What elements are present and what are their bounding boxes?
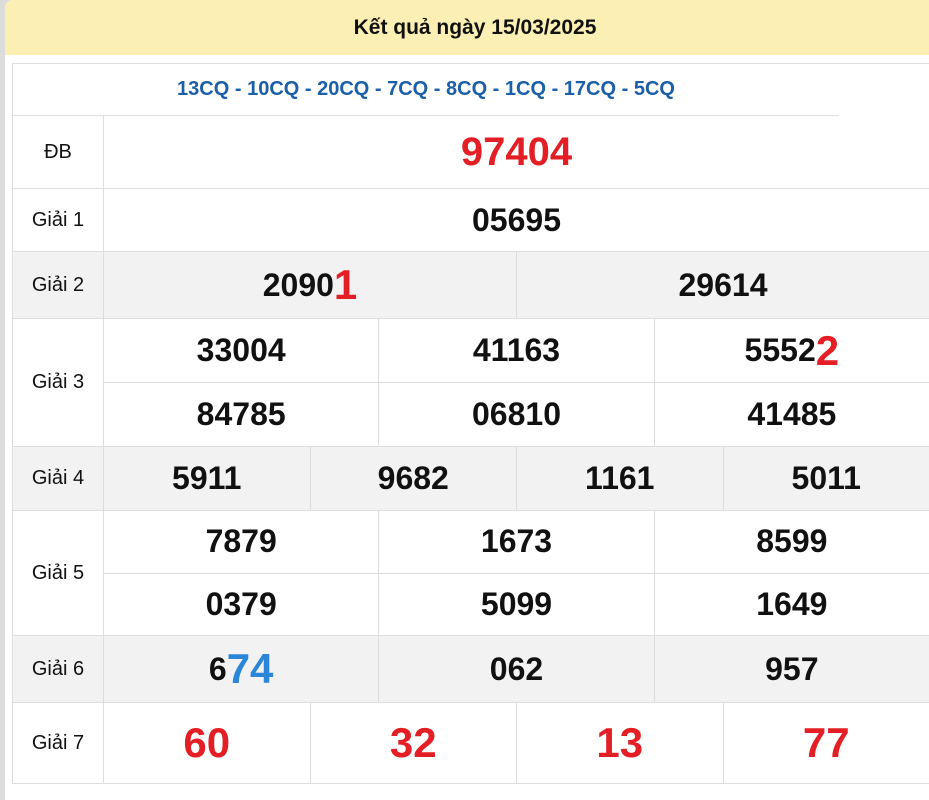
highlighted-digits: 2 bbox=[816, 327, 839, 375]
results-date-title: Kết quả ngày 15/03/2025 bbox=[354, 16, 597, 40]
prize-number: 97404 bbox=[104, 116, 929, 188]
number-digits: 2090 bbox=[263, 267, 334, 304]
number-digits: 5552 bbox=[745, 332, 816, 369]
number-digits: 9682 bbox=[378, 460, 449, 497]
prize-label: Giải 7 bbox=[13, 703, 104, 783]
number-digits: 1649 bbox=[756, 586, 827, 623]
prize-number: 1161 bbox=[517, 447, 724, 510]
prize-line: 97404 bbox=[104, 116, 929, 188]
prize-number: 5011 bbox=[724, 447, 929, 510]
number-digits: 062 bbox=[490, 651, 543, 688]
prize-line: 7879 1673 8599 bbox=[104, 511, 929, 573]
number-digits: 06810 bbox=[472, 396, 561, 433]
prize-label: Giải 2 bbox=[13, 252, 104, 318]
number-digits: 6 bbox=[209, 651, 227, 688]
prize-number: 32 bbox=[311, 703, 518, 783]
number-digits: 8599 bbox=[756, 523, 827, 560]
prize-number: 957 bbox=[655, 636, 929, 702]
prize-number: 33004 bbox=[104, 319, 379, 382]
results-header: Kết quả ngày 15/03/2025 bbox=[5, 0, 929, 55]
prize-label: Giải 5 bbox=[13, 511, 104, 635]
number-digits: 33004 bbox=[197, 332, 286, 369]
number-digits: 5911 bbox=[172, 460, 241, 497]
number-digits: 29614 bbox=[679, 267, 768, 304]
prize-line: 0379 5099 1649 bbox=[104, 573, 929, 636]
prize-number: 41485 bbox=[655, 383, 929, 446]
prize-line: 05695 bbox=[104, 189, 929, 251]
prize-number: 8599 bbox=[655, 511, 929, 573]
number-digits: 1673 bbox=[481, 523, 552, 560]
prize-number: 1649 bbox=[655, 574, 929, 636]
number-digits: 0379 bbox=[206, 586, 277, 623]
prize-number: 5099 bbox=[379, 574, 654, 636]
prize-line: 60 32 13 77 bbox=[104, 703, 929, 783]
prize-row: Giải 5 7879 1673 8599 0379 5099 1649 bbox=[13, 511, 929, 636]
prize-line: 5911 9682 1161 5011 bbox=[104, 447, 929, 510]
prize-number: 9682 bbox=[311, 447, 518, 510]
number-digits: 1161 bbox=[585, 460, 654, 497]
prize-number: 06810 bbox=[379, 383, 654, 446]
number-digits: 957 bbox=[765, 651, 818, 688]
prize-label: Giải 1 bbox=[13, 189, 104, 251]
number-digits: 7879 bbox=[206, 523, 277, 560]
prize-row: Giải 4 5911 9682 1161 5011 bbox=[13, 447, 929, 511]
number-digits: 41485 bbox=[747, 396, 836, 433]
prize-label: Giải 6 bbox=[13, 636, 104, 702]
number-digits: 5011 bbox=[792, 460, 861, 497]
prize-row: ĐB 97404 bbox=[13, 116, 929, 189]
prize-number: 0379 bbox=[104, 574, 379, 636]
prize-number: 41163 bbox=[379, 319, 654, 382]
number-digits: 41163 bbox=[473, 332, 560, 369]
prize-number: 062 bbox=[379, 636, 654, 702]
number-digits: 5099 bbox=[481, 586, 552, 623]
prize-label: ĐB bbox=[13, 116, 104, 188]
prize-label: Giải 4 bbox=[13, 447, 104, 510]
prize-row: Giải 1 05695 bbox=[13, 189, 929, 252]
highlighted-digits: 32 bbox=[390, 719, 437, 767]
highlighted-digits: 77 bbox=[803, 719, 850, 767]
highlighted-digits: 1 bbox=[334, 261, 357, 309]
prize-number: 77 bbox=[724, 703, 929, 783]
highlighted-digits: 60 bbox=[183, 719, 230, 767]
prize-number: 84785 bbox=[104, 383, 379, 446]
highlighted-digits: 97404 bbox=[461, 130, 572, 175]
prize-number: 05695 bbox=[104, 189, 929, 251]
number-digits: 05695 bbox=[472, 202, 561, 239]
prize-number: 60 bbox=[104, 703, 311, 783]
prize-number: 29614 bbox=[517, 252, 929, 318]
results-panel: Kết quả ngày 15/03/2025 13CQ - 10CQ - 20… bbox=[5, 0, 929, 800]
highlighted-digits: 13 bbox=[596, 719, 643, 767]
prize-row: Giải 7 60 32 13 77 bbox=[13, 703, 929, 784]
prize-label: Giải 3 bbox=[13, 319, 104, 446]
prize-number: 7879 bbox=[104, 511, 379, 573]
prize-number: 1673 bbox=[379, 511, 654, 573]
prize-number: 13 bbox=[517, 703, 724, 783]
highlighted-digits: 74 bbox=[227, 645, 274, 693]
number-digits: 84785 bbox=[197, 396, 286, 433]
prize-line: 84785 06810 41485 bbox=[104, 382, 929, 446]
prize-number: 5911 bbox=[104, 447, 311, 510]
results-table: 13CQ - 10CQ - 20CQ - 7CQ - 8CQ - 1CQ - 1… bbox=[12, 63, 929, 784]
draw-codes: 13CQ - 10CQ - 20CQ - 7CQ - 8CQ - 1CQ - 1… bbox=[13, 64, 839, 116]
